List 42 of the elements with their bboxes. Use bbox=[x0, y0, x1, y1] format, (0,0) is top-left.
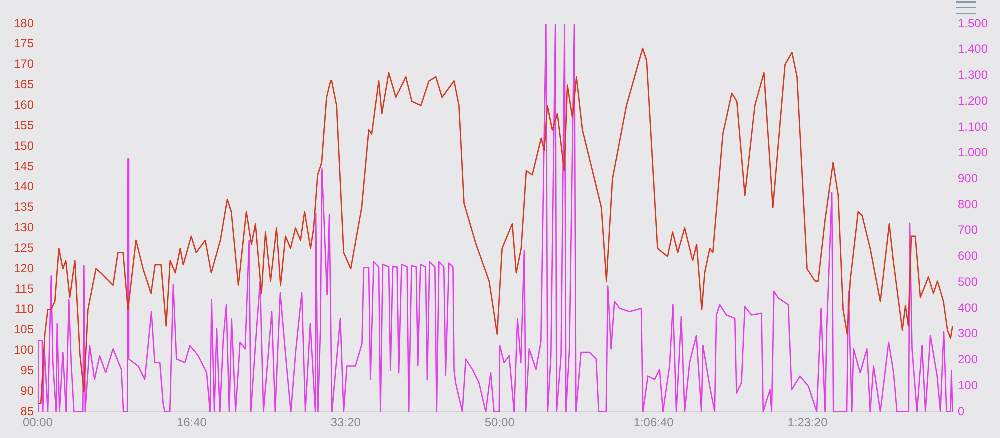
y2-tick-label: 1.500 bbox=[958, 16, 988, 30]
y2-tick-label: 800 bbox=[958, 197, 978, 212]
y2-tick-label: 1.300 bbox=[958, 68, 988, 82]
y-tick-label: 95 bbox=[20, 363, 34, 378]
y-tick-label: 140 bbox=[14, 180, 34, 194]
y2-tick-label: 400 bbox=[958, 300, 978, 315]
y-tick-label: 110 bbox=[14, 302, 34, 316]
y-tick-label: 155 bbox=[14, 118, 34, 132]
y2-tick-label: 1.100 bbox=[958, 120, 988, 134]
x-tick-label: 1:23:20 bbox=[788, 416, 828, 430]
y-tick-label: 175 bbox=[14, 36, 34, 51]
y2-tick-label: 600 bbox=[958, 249, 978, 264]
y-tick-label: 90 bbox=[20, 384, 34, 398]
y-tick-label: 150 bbox=[14, 138, 34, 153]
y2-tick-label: 100 bbox=[958, 378, 978, 392]
y-tick-label: 85 bbox=[20, 404, 34, 418]
y-tick-label: 115 bbox=[14, 282, 34, 296]
y-tick-label: 130 bbox=[14, 220, 34, 235]
y-tick-label: 120 bbox=[14, 261, 34, 276]
x-tick-label: 1:06:40 bbox=[634, 416, 674, 430]
y2-tick-label: 1.200 bbox=[958, 94, 988, 108]
y-tick-label: 180 bbox=[14, 16, 34, 30]
y2-tick-label: 500 bbox=[958, 274, 978, 289]
y-tick-label: 135 bbox=[14, 200, 34, 214]
x-tick-label: 00:00 bbox=[22, 416, 54, 430]
x-tick-label: 16:40 bbox=[176, 416, 208, 430]
y-tick-label: 165 bbox=[14, 78, 34, 92]
y2-tick-label: 900 bbox=[958, 172, 978, 186]
y2-tick-label: 700 bbox=[958, 223, 978, 238]
y2-tick-label: 1.400 bbox=[958, 42, 988, 56]
y2-tick-label: 0 bbox=[958, 404, 965, 418]
y2-tick-label: 1.000 bbox=[958, 146, 988, 160]
y-tick-label: 125 bbox=[14, 240, 34, 255]
x-tick-label: 33:20 bbox=[330, 416, 362, 430]
y-tick-label: 100 bbox=[14, 343, 34, 358]
x-tick-label: 50:00 bbox=[484, 416, 516, 430]
y-tick-label: 145 bbox=[14, 159, 34, 174]
y2-tick-label: 300 bbox=[958, 326, 978, 341]
y-tick-label: 160 bbox=[14, 98, 34, 112]
y2-tick-label: 200 bbox=[958, 352, 978, 367]
y-tick-label: 170 bbox=[14, 57, 34, 72]
y-tick-label: 105 bbox=[14, 322, 34, 337]
